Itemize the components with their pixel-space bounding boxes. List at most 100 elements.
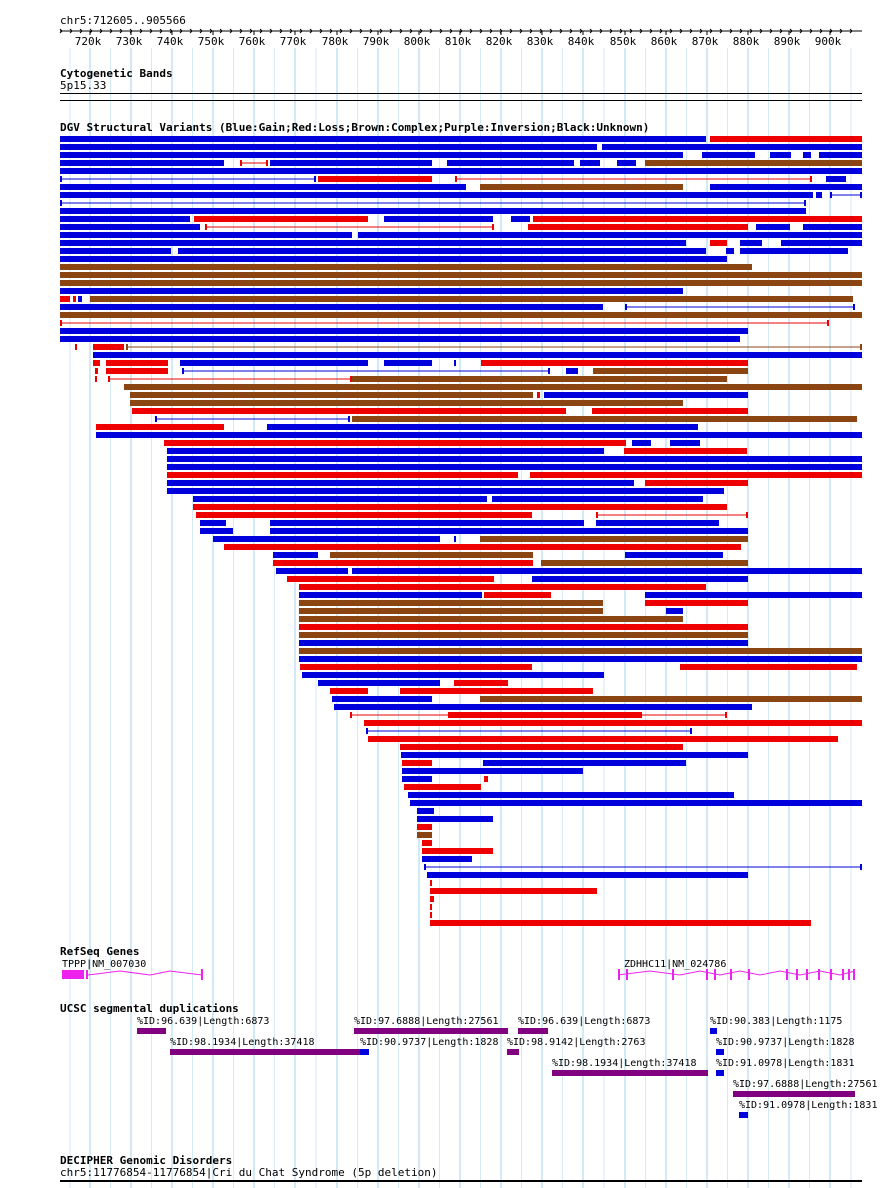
variant-feature xyxy=(270,528,748,534)
variant-block xyxy=(860,192,862,198)
gene-intron-tppp xyxy=(87,970,203,976)
variant-feature xyxy=(364,720,862,726)
variant-feature xyxy=(670,440,700,446)
ruler-arrow xyxy=(199,28,203,34)
variant-feature xyxy=(816,192,822,198)
variant-block xyxy=(712,208,714,214)
variant-feature xyxy=(710,184,862,190)
variant-feature xyxy=(60,168,862,174)
variant-feature xyxy=(60,328,748,334)
variant-feature xyxy=(299,616,683,622)
dgv-track-title[interactable]: DGV Structural Variants (Blue:Gain;Red:L… xyxy=(60,121,650,134)
cytoband-track-title[interactable]: Cytogenetic Bands xyxy=(60,67,173,80)
ruler-arrow xyxy=(219,28,223,34)
variant-feature xyxy=(645,600,748,606)
variant-feature xyxy=(422,840,432,846)
variant-feature xyxy=(60,304,603,310)
variant-feature xyxy=(60,224,200,230)
ruler-arrow xyxy=(289,28,293,34)
variant-feature xyxy=(544,392,748,398)
variant-feature xyxy=(624,448,747,454)
gene-label-tppp: TPPP|NM_007030 xyxy=(62,959,147,970)
ruler-tick-label: 890k xyxy=(774,35,801,48)
variant-feature xyxy=(710,136,862,142)
variant-block xyxy=(205,224,207,230)
segdup-track-title[interactable]: UCSC segmental duplications xyxy=(60,1002,239,1015)
variant-feature xyxy=(384,360,432,366)
variant-feature xyxy=(106,368,168,374)
variant-feature xyxy=(318,680,440,686)
variant-feature xyxy=(330,688,368,694)
cytoband-band-bottom xyxy=(60,100,862,101)
variant-feature xyxy=(167,488,724,494)
ruler-arrow xyxy=(849,28,853,34)
variant-block xyxy=(60,176,62,182)
variant-feature xyxy=(299,632,748,638)
variant-block xyxy=(366,728,368,734)
gene-exon-zdhhc11 xyxy=(748,969,750,980)
decipher-track-title[interactable]: DECIPHER Genomic Disorders xyxy=(60,1154,233,1167)
ruler-arrow xyxy=(439,28,443,34)
variant-feature xyxy=(78,296,82,302)
variant-feature xyxy=(93,360,100,366)
variant-feature xyxy=(167,448,604,454)
gene-exon-zdhhc11 xyxy=(818,969,820,980)
variant-block xyxy=(350,712,352,718)
ruler-arrow xyxy=(559,28,563,34)
ruler-arrow xyxy=(319,28,323,34)
variant-feature xyxy=(96,432,862,438)
ruler-tick-label: 800k xyxy=(404,35,431,48)
variant-feature xyxy=(448,712,642,718)
variant-block xyxy=(314,176,316,182)
ruler-arrow xyxy=(669,28,673,34)
ruler-arrow xyxy=(59,28,63,34)
ruler-arrow xyxy=(699,28,703,34)
ruler-tick-label: 750k xyxy=(198,35,225,48)
decipher-entry[interactable]: chr5:11776854-11776854|Cri du Chat Syndr… xyxy=(60,1166,438,1179)
variant-feature xyxy=(756,224,790,230)
ruler-tick-label: 730k xyxy=(116,35,143,48)
ruler-arrow xyxy=(309,28,313,34)
ruler-arrow xyxy=(149,28,153,34)
variant-feature xyxy=(532,576,748,582)
variant-feature xyxy=(299,592,482,598)
ruler-arrow xyxy=(759,28,763,34)
segdup-feature xyxy=(518,1028,548,1034)
variant-feature xyxy=(430,888,597,894)
ruler-arrow xyxy=(69,28,73,34)
ruler-tick-label: 770k xyxy=(280,35,307,48)
variant-feature xyxy=(124,384,862,390)
ruler-arrow xyxy=(489,28,493,34)
ruler-tick-label: 740k xyxy=(157,35,184,48)
ruler-arrow xyxy=(799,28,803,34)
variant-feature xyxy=(408,792,734,798)
variant-feature xyxy=(332,696,432,702)
variant-feature xyxy=(330,552,533,558)
variant-feature xyxy=(530,472,862,478)
variant-feature xyxy=(492,496,703,502)
variant-feature xyxy=(770,152,791,158)
gene-exon-zdhhc11 xyxy=(706,969,708,980)
variant-feature xyxy=(60,288,683,294)
refseq-track-title[interactable]: RefSeq Genes xyxy=(60,945,140,958)
variant-feature xyxy=(224,544,741,550)
ruler-tick-label: 780k xyxy=(322,35,349,48)
ruler-arrow xyxy=(99,28,103,34)
variant-feature xyxy=(299,584,706,590)
variant-feature xyxy=(299,640,748,646)
variant-feature xyxy=(401,752,748,758)
variant-feature xyxy=(533,216,862,222)
variant-feature xyxy=(106,360,168,366)
variant-block xyxy=(830,192,832,198)
variant-feature xyxy=(60,240,686,246)
variant-feature xyxy=(803,152,811,158)
variant-feature xyxy=(60,184,466,190)
variant-feature xyxy=(481,360,748,366)
variant-feature xyxy=(273,552,318,558)
ruler-arrow xyxy=(509,28,513,34)
segdup-feature xyxy=(360,1049,369,1055)
variant-feature xyxy=(480,536,748,542)
variant-feature xyxy=(430,904,432,910)
decipher-feature[interactable] xyxy=(60,1180,862,1182)
